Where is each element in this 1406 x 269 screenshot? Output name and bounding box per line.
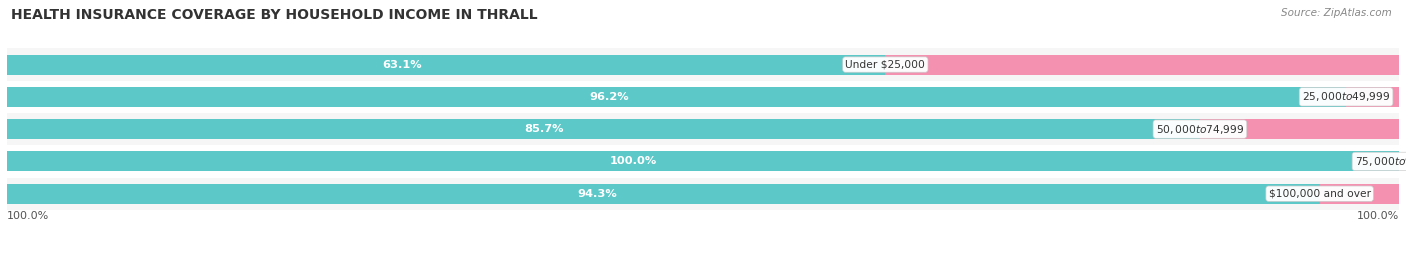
Bar (7, 145, 1399, 178)
Bar (7, 55, 886, 75)
Bar (7, 178, 1399, 210)
Bar (886, 55, 1399, 75)
Text: 63.1%: 63.1% (382, 59, 422, 70)
Bar (7, 81, 1399, 113)
Text: 96.2%: 96.2% (589, 92, 630, 102)
Bar (7, 151, 1399, 171)
Bar (7, 48, 1399, 81)
Text: 85.7%: 85.7% (524, 124, 564, 134)
Text: HEALTH INSURANCE COVERAGE BY HOUSEHOLD INCOME IN THRALL: HEALTH INSURANCE COVERAGE BY HOUSEHOLD I… (11, 8, 538, 22)
Text: 94.3%: 94.3% (578, 189, 617, 199)
Bar (7, 113, 1399, 145)
Bar (7, 87, 1346, 107)
Bar (1346, 87, 1400, 107)
Text: 100.0%: 100.0% (610, 156, 657, 167)
Bar (7, 119, 1199, 139)
Bar (7, 184, 1320, 204)
Text: $100,000 and over: $100,000 and over (1268, 189, 1371, 199)
Bar (1199, 119, 1399, 139)
Text: $75,000 to $99,999: $75,000 to $99,999 (1355, 155, 1406, 168)
Text: Under $25,000: Under $25,000 (845, 59, 925, 70)
Bar (1320, 184, 1400, 204)
Text: Source: ZipAtlas.com: Source: ZipAtlas.com (1281, 8, 1392, 18)
Text: 100.0%: 100.0% (7, 211, 49, 221)
Text: 100.0%: 100.0% (1357, 211, 1399, 221)
Text: $50,000 to $74,999: $50,000 to $74,999 (1156, 123, 1244, 136)
Text: $25,000 to $49,999: $25,000 to $49,999 (1302, 90, 1391, 103)
